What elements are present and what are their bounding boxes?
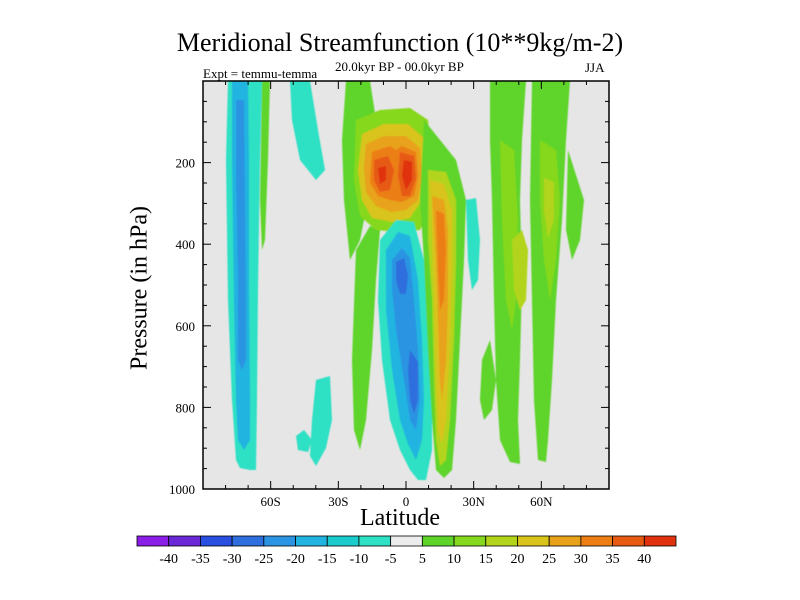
contour-neg-patch-2 xyxy=(310,376,332,466)
colorbar-label: 30 xyxy=(574,552,588,567)
x-ticks: 60S 30S 0 30N 60N xyxy=(202,81,610,509)
colorbar-label: 15 xyxy=(479,552,493,567)
colorbar: -40 -35 -30 -25 -20 -15 -10 -5 5 10 15 20 25 30 35 40 xyxy=(136,535,677,567)
colorbar-swatch xyxy=(231,535,265,547)
x-axis-label: Latitude xyxy=(360,505,440,531)
colorbar-label: -25 xyxy=(254,552,273,567)
colorbar-swatch xyxy=(200,535,233,547)
colorbar-swatch xyxy=(548,535,582,547)
colorbar-label: -30 xyxy=(223,552,242,567)
contour-pos-ne-3 xyxy=(512,230,528,310)
colorbar-label: -10 xyxy=(350,552,369,567)
y-tick-label: 200 xyxy=(176,156,196,171)
x-tick-label: 60N xyxy=(530,494,553,509)
colorbar-label: -15 xyxy=(318,552,337,567)
period-label: 20.0kyr BP - 00.0kyr BP xyxy=(335,59,464,74)
colorbar-swatch xyxy=(421,535,455,547)
x-tick-label: 30N xyxy=(462,494,485,509)
colorbar-swatch xyxy=(390,535,423,547)
colorbar-label: 25 xyxy=(542,552,556,567)
y-tick-label: 800 xyxy=(176,400,196,415)
colorbar-label: 40 xyxy=(637,552,651,567)
contour-pos-band-sw-2 xyxy=(352,226,380,450)
x-tick-label: 30S xyxy=(328,494,348,509)
contour-pos-east-core xyxy=(436,210,446,310)
x-tick-label: 0 xyxy=(403,494,410,509)
colorbar-label: 10 xyxy=(447,552,461,567)
y-tick-label: 600 xyxy=(176,319,196,334)
chart-title: Meridional Streamfunction (10**9kg/m-2) xyxy=(176,28,624,57)
colorbar-label: 20 xyxy=(510,552,524,567)
colorbar-swatch xyxy=(517,535,550,547)
contour-pos-ne-8 xyxy=(480,340,496,420)
y-tick-label: 400 xyxy=(176,237,196,252)
colorbar-swatch xyxy=(612,535,645,547)
colorbar-label: -20 xyxy=(286,552,305,567)
colorbar-label: 35 xyxy=(606,552,620,567)
contour-pos-upper-core xyxy=(378,160,412,190)
y-tick-label: 1000 xyxy=(169,482,195,497)
contour-neg-patch xyxy=(296,430,312,452)
colorbar-swatch xyxy=(485,535,518,547)
colorbar-swatch xyxy=(295,535,328,547)
colorbar-swatch xyxy=(326,535,360,547)
colorbar-label: -40 xyxy=(159,552,178,567)
contour-neg-lower-3 xyxy=(396,258,418,414)
experiment-label: Expt = temmu-temma xyxy=(203,66,318,81)
colorbar-swatch xyxy=(643,535,677,547)
contour-pos-ne-2 xyxy=(500,140,518,330)
contour-fills xyxy=(226,81,584,480)
y-ticks: 200 400 600 800 1000 xyxy=(169,80,609,497)
x-tick-label: 60S xyxy=(261,494,281,509)
contour-neg-strip-east xyxy=(466,198,480,290)
colorbar-swatch xyxy=(168,535,201,547)
contour-neg-west-inner xyxy=(236,100,246,370)
colorbar-label: -5 xyxy=(385,552,397,567)
colorbar-label: 5 xyxy=(419,552,426,567)
colorbar-swatch xyxy=(263,535,296,547)
season-label: JJA xyxy=(585,60,605,75)
colorbar-swatch xyxy=(453,535,487,547)
colorbar-swatch xyxy=(136,535,170,547)
colorbar-swatch xyxy=(358,535,392,547)
contour-neg-strip-2 xyxy=(290,81,325,180)
contour-pos-ne-7 xyxy=(566,150,584,260)
colorbar-label: -35 xyxy=(191,552,210,567)
colorbar-swatch xyxy=(580,535,613,547)
contour-pos-ne-6 xyxy=(544,178,554,238)
contour-pos-strip-1 xyxy=(260,81,270,250)
